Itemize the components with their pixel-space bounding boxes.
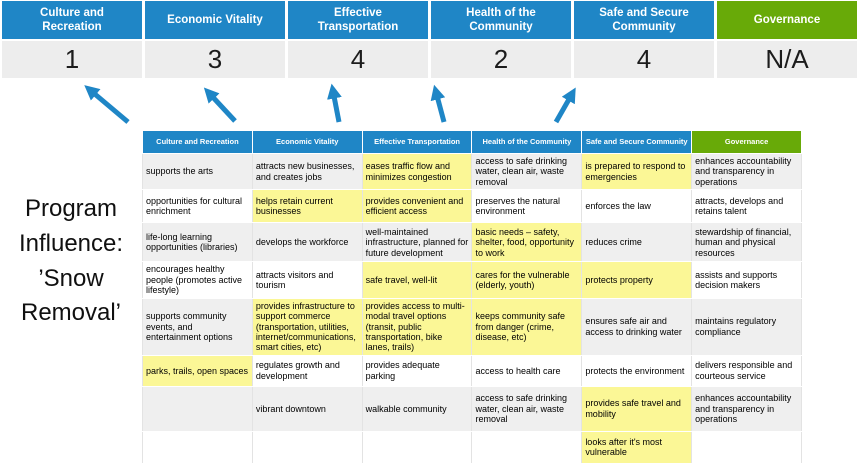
category-column: Governance N/A (717, 1, 857, 78)
matrix-cell-highlighted: is prepared to respond to emergencies (581, 152, 693, 191)
matrix-cell: attracts, develops and retains talent (691, 189, 802, 224)
matrix-cell: provides adequate parking (361, 354, 473, 387)
category-header: Economic Vitality (145, 1, 285, 39)
matrix-header-row: Culture and Recreation Economic Vitality E… (142, 130, 802, 154)
matrix-cell-highlighted: looks after it's most vulnerable (581, 430, 693, 464)
matrix-column-header: Economic Vitality (251, 130, 363, 154)
matrix-cell: enforces the law (581, 189, 693, 224)
matrix-cell (142, 385, 253, 432)
matrix-row: looks after it's most vulnerable (142, 430, 802, 464)
matrix-row: vibrant downtown walkable community access… (142, 385, 802, 432)
matrix-cell: regulates growth and development (251, 354, 363, 387)
matrix-cell: maintains regulatory compliance (691, 297, 802, 356)
matrix-cell (142, 430, 253, 464)
matrix-cell-highlighted: keeps community safe from danger (crime,… (471, 297, 583, 356)
matrix-cell: assists and supports decision makers (691, 261, 802, 299)
category-score: 4 (288, 41, 428, 78)
matrix-cell: reduces crime (581, 222, 693, 263)
category-scoreboard: Culture and Recreation 1 Economic Vitality… (2, 1, 857, 78)
matrix-cell (691, 430, 802, 464)
category-score: 1 (2, 41, 142, 78)
matrix-row: life-long learning opportunities (librar… (142, 222, 802, 263)
matrix-cell: supports community events, and entertain… (142, 297, 253, 356)
matrix-cell (361, 430, 473, 464)
matrix-cell: attracts visitors and tourism (251, 261, 363, 299)
category-header: Safe and Secure Community (574, 1, 714, 39)
influence-arrow (430, 84, 447, 123)
matrix-column-header: Safe and Secure Community (581, 130, 693, 154)
matrix-cell: supports the arts (142, 152, 253, 191)
matrix-cell-highlighted: parks, trails, open spaces (142, 354, 253, 387)
category-column: Health of the Community 2 (431, 1, 571, 78)
matrix-cell (471, 430, 583, 464)
matrix-column-header: Effective Transportation (361, 130, 473, 154)
matrix-cell: vibrant downtown (251, 385, 363, 432)
category-header: Governance (717, 1, 857, 39)
matrix-body: supports the arts attracts new businesses… (142, 152, 802, 464)
category-header: Culture and Recreation (2, 1, 142, 39)
influence-arrow (327, 83, 342, 123)
influence-arrow (553, 87, 576, 124)
category-score: 4 (574, 41, 714, 78)
matrix-cell-highlighted: eases traffic flow and minimizes congest… (361, 152, 473, 191)
category-column: Effective Transportation 4 (288, 1, 428, 78)
matrix-cell: walkable community (361, 385, 473, 432)
influence-matrix: Culture and Recreation Economic Vitality E… (142, 130, 802, 464)
matrix-cell: access to safe drinking water, clean air… (471, 385, 583, 432)
matrix-cell-highlighted: provides access to multi-modal travel op… (361, 297, 473, 356)
matrix-cell: ensures safe air and access to drinking … (581, 297, 693, 356)
matrix-column-header: Culture and Recreation (142, 130, 253, 154)
category-score: 3 (145, 41, 285, 78)
matrix-cell: opportunities for cultural enrichment (142, 189, 253, 224)
matrix-cell (251, 430, 363, 464)
matrix-cell-highlighted: provides safe travel and mobility (581, 385, 693, 432)
matrix-row: opportunities for cultural enrichment hel… (142, 189, 802, 224)
matrix-cell: stewardship of financial, human and phys… (691, 222, 802, 263)
category-header: Health of the Community (431, 1, 571, 39)
matrix-cell-highlighted: helps retain current businesses (251, 189, 363, 224)
matrix-cell: encourages healthy people (promotes acti… (142, 261, 253, 299)
category-column: Culture and Recreation 1 (2, 1, 142, 78)
matrix-cell: protects the environment (581, 354, 693, 387)
matrix-cell: enhances accountability and transparency… (691, 385, 802, 432)
matrix-cell: develops the workforce (251, 222, 363, 263)
matrix-cell: access to health care (471, 354, 583, 387)
matrix-cell: well-maintained infrastructure, planned … (361, 222, 473, 263)
matrix-cell: delivers responsible and courteous servi… (691, 354, 802, 387)
matrix-column-header: Health of the Community (471, 130, 583, 154)
matrix-cell: enhances accountability and transparency… (691, 152, 802, 191)
matrix-column-header: Governance (691, 130, 802, 154)
matrix-cell-highlighted: protects property (581, 261, 693, 299)
matrix-cell: attracts new businesses, and creates job… (251, 152, 363, 191)
matrix-cell-highlighted: basic needs – safety, shelter, food, opp… (471, 222, 583, 263)
category-header: Effective Transportation (288, 1, 428, 39)
matrix-row: supports community events, and entertain… (142, 297, 802, 356)
matrix-row: supports the arts attracts new businesses… (142, 152, 802, 191)
matrix-cell-highlighted: safe travel, well-lit (361, 261, 473, 299)
category-score: 2 (431, 41, 571, 78)
program-influence-label: Program Influence: ’Snow Removal’ (18, 195, 124, 327)
category-score: N/A (717, 41, 857, 78)
influence-arrows (84, 83, 576, 124)
matrix-cell: access to safe drinking water, clean air… (471, 152, 583, 191)
matrix-row: parks, trails, open spaces regulates grow… (142, 354, 802, 387)
influence-arrow (84, 85, 130, 124)
category-column: Economic Vitality 3 (145, 1, 285, 78)
matrix-cell-highlighted: provides convenient and efficient access (361, 189, 473, 224)
matrix-cell: life-long learning opportunities (librar… (142, 222, 253, 263)
category-column: Safe and Secure Community 4 (574, 1, 714, 78)
influence-arrow (203, 87, 237, 123)
matrix-row: encourages healthy people (promotes acti… (142, 261, 802, 299)
matrix-cell: preserves the natural environment (471, 189, 583, 224)
matrix-cell-highlighted: provides infrastructure to support comme… (251, 297, 363, 356)
matrix-cell-highlighted: cares for the vulnerable (elderly, youth… (471, 261, 583, 299)
